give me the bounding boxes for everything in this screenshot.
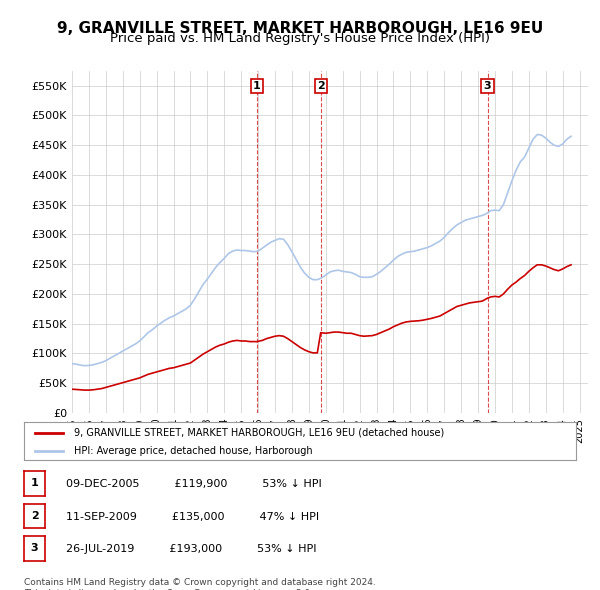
Text: Contains HM Land Registry data © Crown copyright and database right 2024.
This d: Contains HM Land Registry data © Crown c… <box>24 578 376 590</box>
Text: 11-SEP-2009          £135,000          47% ↓ HPI: 11-SEP-2009 £135,000 47% ↓ HPI <box>66 512 319 522</box>
Text: 1: 1 <box>31 478 38 489</box>
Text: 2: 2 <box>31 511 38 521</box>
Text: 1: 1 <box>253 81 260 91</box>
Text: 26-JUL-2019          £193,000          53% ↓ HPI: 26-JUL-2019 £193,000 53% ↓ HPI <box>66 544 317 554</box>
Text: 9, GRANVILLE STREET, MARKET HARBOROUGH, LE16 9EU (detached house): 9, GRANVILLE STREET, MARKET HARBOROUGH, … <box>74 428 444 438</box>
Text: 09-DEC-2005          £119,900          53% ↓ HPI: 09-DEC-2005 £119,900 53% ↓ HPI <box>66 479 322 489</box>
Text: 2: 2 <box>317 81 325 91</box>
Text: 9, GRANVILLE STREET, MARKET HARBOROUGH, LE16 9EU: 9, GRANVILLE STREET, MARKET HARBOROUGH, … <box>57 21 543 35</box>
Text: 3: 3 <box>484 81 491 91</box>
Text: HPI: Average price, detached house, Harborough: HPI: Average price, detached house, Harb… <box>74 445 313 455</box>
Text: 3: 3 <box>31 543 38 553</box>
Text: Price paid vs. HM Land Registry's House Price Index (HPI): Price paid vs. HM Land Registry's House … <box>110 32 490 45</box>
